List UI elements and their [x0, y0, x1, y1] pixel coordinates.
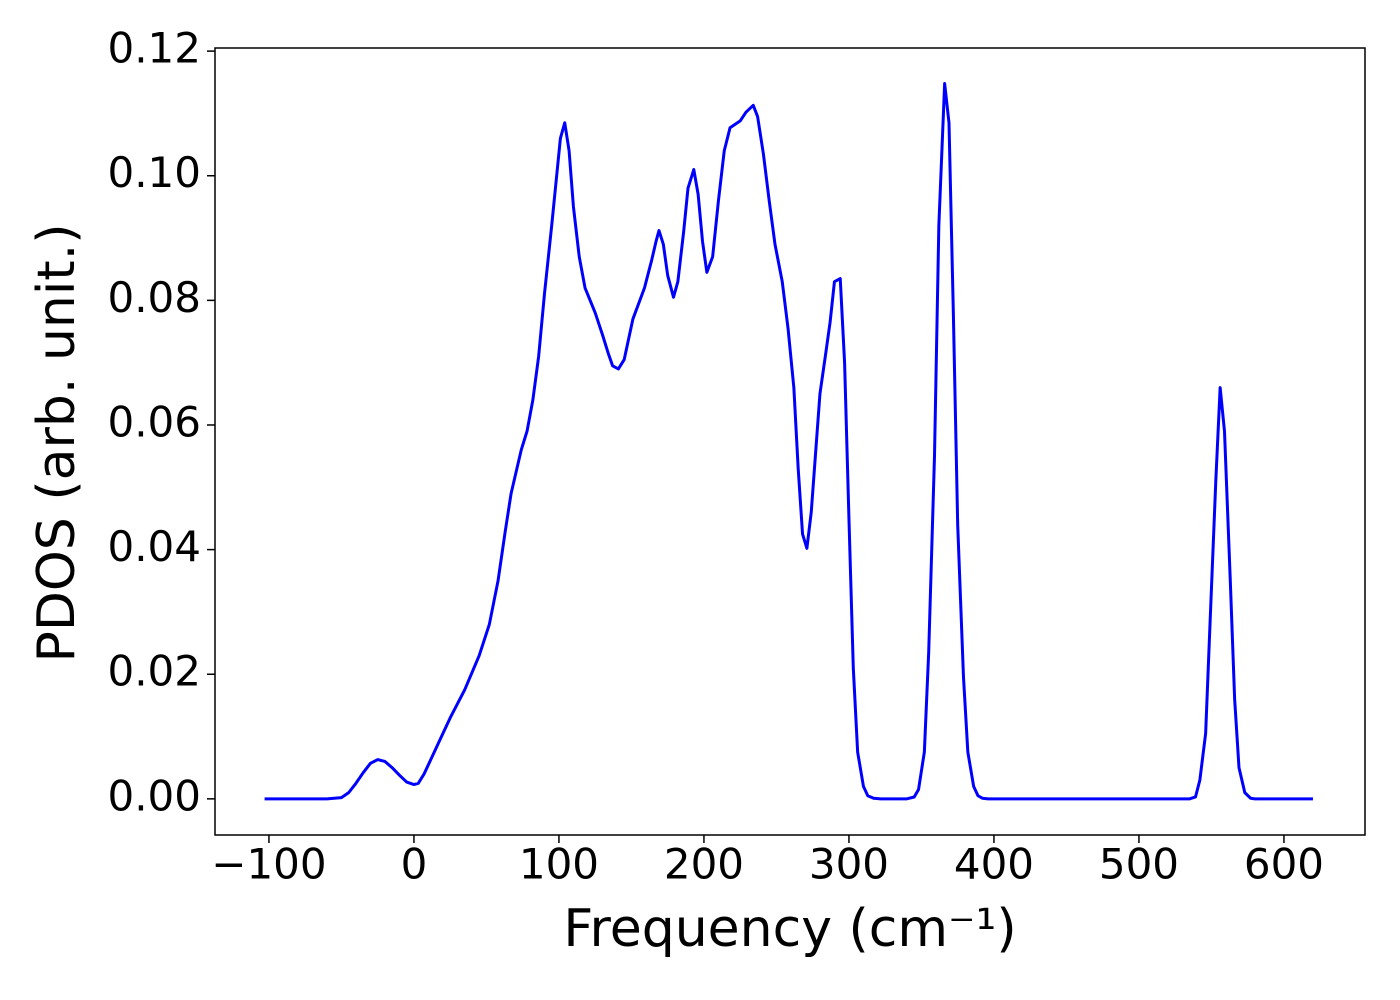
y-tick-label: 0.12: [107, 24, 201, 73]
x-tick-label: 300: [809, 840, 889, 889]
y-tick-label: 0.04: [107, 522, 201, 571]
y-tick-label: 0.02: [107, 647, 201, 696]
x-tick-label: 100: [519, 840, 599, 889]
x-tick-label: 500: [1099, 840, 1179, 889]
data-line: [264, 82, 1313, 801]
y-tick-label: 0.06: [107, 397, 201, 446]
x-tick-label: −100: [211, 840, 326, 889]
x-tick-label: 600: [1244, 840, 1324, 889]
x-tick-label: 0: [401, 840, 428, 889]
y-tick-label: 0.00: [107, 771, 201, 820]
x-axis-label: Frequency (cm⁻¹): [563, 899, 1016, 959]
plot-frame: [214, 47, 1366, 836]
x-tick-label: 400: [954, 840, 1034, 889]
y-tick-label: 0.08: [107, 273, 201, 322]
y-axis-label: PDOS (arb. unit.): [27, 223, 87, 662]
x-tick-label: 200: [664, 840, 744, 889]
y-tick-label: 0.10: [107, 148, 201, 197]
